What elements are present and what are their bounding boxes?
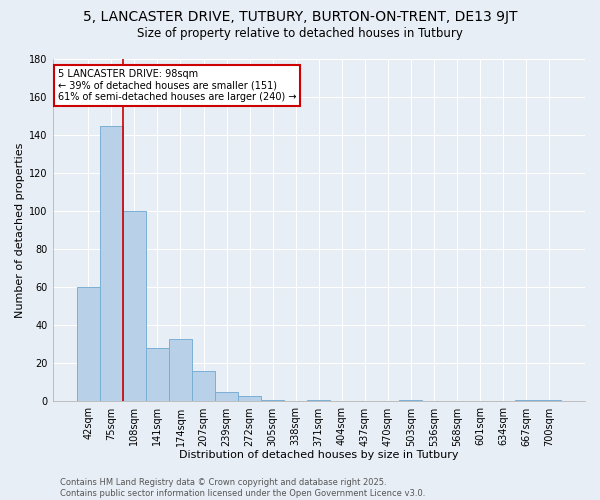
Bar xyxy=(307,400,330,402)
Bar xyxy=(538,400,561,402)
Bar xyxy=(515,400,538,402)
Bar xyxy=(146,348,169,402)
Bar xyxy=(215,392,238,402)
Bar xyxy=(169,338,192,402)
X-axis label: Distribution of detached houses by size in Tutbury: Distribution of detached houses by size … xyxy=(179,450,458,460)
Text: 5 LANCASTER DRIVE: 98sqm
← 39% of detached houses are smaller (151)
61% of semi-: 5 LANCASTER DRIVE: 98sqm ← 39% of detach… xyxy=(58,70,296,102)
Bar xyxy=(77,288,100,402)
Bar xyxy=(192,371,215,402)
Text: Contains HM Land Registry data © Crown copyright and database right 2025.
Contai: Contains HM Land Registry data © Crown c… xyxy=(60,478,425,498)
Bar xyxy=(238,396,261,402)
Text: 5, LANCASTER DRIVE, TUTBURY, BURTON-ON-TRENT, DE13 9JT: 5, LANCASTER DRIVE, TUTBURY, BURTON-ON-T… xyxy=(83,10,517,24)
Bar xyxy=(100,126,123,402)
Y-axis label: Number of detached properties: Number of detached properties xyxy=(15,142,25,318)
Bar xyxy=(123,211,146,402)
Bar xyxy=(261,400,284,402)
Text: Size of property relative to detached houses in Tutbury: Size of property relative to detached ho… xyxy=(137,28,463,40)
Bar xyxy=(400,400,422,402)
